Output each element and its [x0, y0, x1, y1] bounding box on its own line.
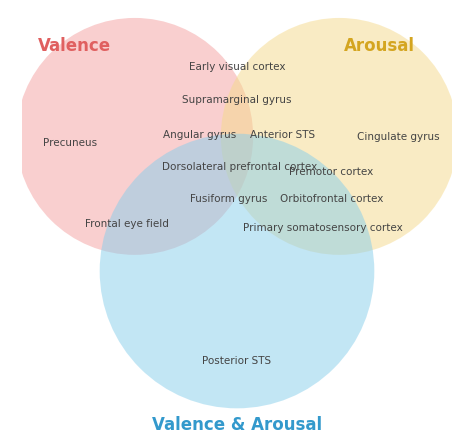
Text: Primary somatosensory cortex: Primary somatosensory cortex: [243, 223, 403, 232]
Text: Premotor cortex: Premotor cortex: [289, 167, 374, 177]
Circle shape: [100, 134, 374, 408]
Text: Cingulate gyrus: Cingulate gyrus: [357, 132, 440, 142]
Text: Supramarginal gyrus: Supramarginal gyrus: [182, 95, 292, 105]
Text: Valence: Valence: [38, 37, 111, 55]
Text: Frontal eye field: Frontal eye field: [85, 218, 169, 228]
Text: Arousal: Arousal: [344, 37, 415, 55]
Text: Angular gyrus: Angular gyrus: [163, 129, 236, 139]
Text: Posterior STS: Posterior STS: [202, 355, 272, 365]
Text: Orbitofrontal cortex: Orbitofrontal cortex: [280, 194, 383, 204]
Text: Fusiform gyrus: Fusiform gyrus: [190, 194, 268, 204]
Text: Dorsolateral prefrontal cortex: Dorsolateral prefrontal cortex: [162, 162, 317, 172]
Text: Early visual cortex: Early visual cortex: [189, 62, 285, 72]
Circle shape: [16, 19, 253, 255]
Text: Precuneus: Precuneus: [43, 138, 97, 148]
Text: Anterior STS: Anterior STS: [250, 129, 315, 139]
Text: Valence & Arousal: Valence & Arousal: [152, 416, 322, 434]
Circle shape: [221, 19, 458, 255]
